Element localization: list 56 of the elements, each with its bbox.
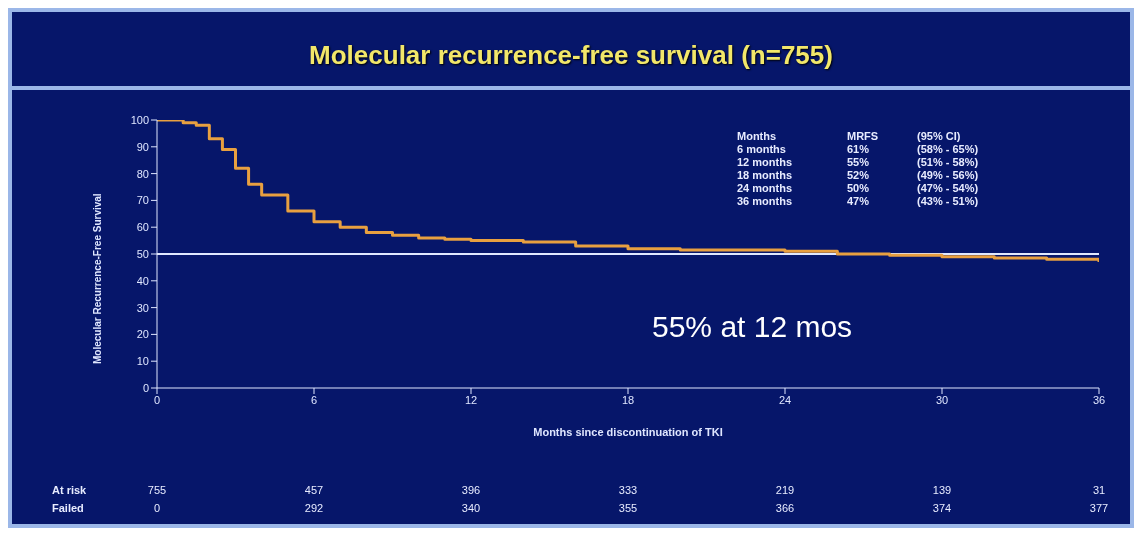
text: At risk <box>52 484 88 496</box>
annotation: 24 months <box>737 182 793 194</box>
text: 355 <box>617 502 639 514</box>
annotation: (51% - 58%) <box>917 156 980 168</box>
annotation: (49% - 56%) <box>917 169 980 181</box>
annotation: (95% CI) <box>917 130 962 142</box>
annotation: 52% <box>847 169 871 181</box>
annotation: 61% <box>847 143 871 155</box>
y-tick-label: 90 <box>136 140 149 153</box>
annotation: 50% <box>847 182 871 194</box>
y-tick-label: 50 <box>136 247 149 260</box>
text: 366 <box>774 502 796 514</box>
annotation: 47% <box>847 195 871 207</box>
annotation: 36 months <box>737 195 793 207</box>
text: 219 <box>774 484 796 496</box>
x-tick-label: 6 <box>310 393 318 406</box>
chart-title: Molecular recurrence-free survival (n=755) <box>308 40 834 71</box>
text: 755 <box>146 484 168 496</box>
y-tick-label: 0 <box>142 381 149 394</box>
y-tick-label: 20 <box>136 328 149 341</box>
x-tick-label: 24 <box>778 393 792 406</box>
y-tick-label: 40 <box>136 274 149 287</box>
y-tick-label: 60 <box>136 221 149 234</box>
annotation: 12 months <box>737 156 793 168</box>
text: 457 <box>303 484 325 496</box>
annotation: (58% - 65%) <box>917 143 980 155</box>
x-tick-label: 0 <box>153 393 161 406</box>
y-tick-label: 70 <box>136 194 149 207</box>
annotation: 18 months <box>737 169 793 181</box>
annotation: MRFS <box>847 130 880 142</box>
y-tick-label: 100 <box>130 113 149 126</box>
y-axis-title: Molecular Recurrence-Free Survival <box>91 193 103 364</box>
annotation: (47% - 54%) <box>917 182 980 194</box>
text: Failed <box>52 502 85 514</box>
annotation: (43% - 51%) <box>917 195 980 207</box>
text: 292 <box>303 502 325 514</box>
text: 340 <box>460 502 482 514</box>
x-tick-label: 12 <box>464 393 478 406</box>
x-tick-label: 36 <box>1092 393 1106 406</box>
text: 396 <box>460 484 482 496</box>
annotation: Months <box>737 130 778 142</box>
annotation: 55% at 12 mos <box>652 310 853 344</box>
annotation: 55% <box>847 156 871 168</box>
x-axis-title: Months since discontinuation of TKI <box>533 426 723 438</box>
text: 0 <box>152 502 162 514</box>
text: 139 <box>931 484 953 496</box>
text: 333 <box>617 484 639 496</box>
x-tick-label: 30 <box>935 393 949 406</box>
text: 374 <box>931 502 953 514</box>
text: 377 <box>1088 502 1110 514</box>
y-tick-label: 30 <box>136 301 149 314</box>
annotation: 6 months <box>737 143 787 155</box>
y-tick-label: 80 <box>136 167 149 180</box>
x-tick-label: 18 <box>621 393 635 406</box>
y-tick-label: 10 <box>136 355 149 368</box>
text: 31 <box>1091 484 1107 496</box>
